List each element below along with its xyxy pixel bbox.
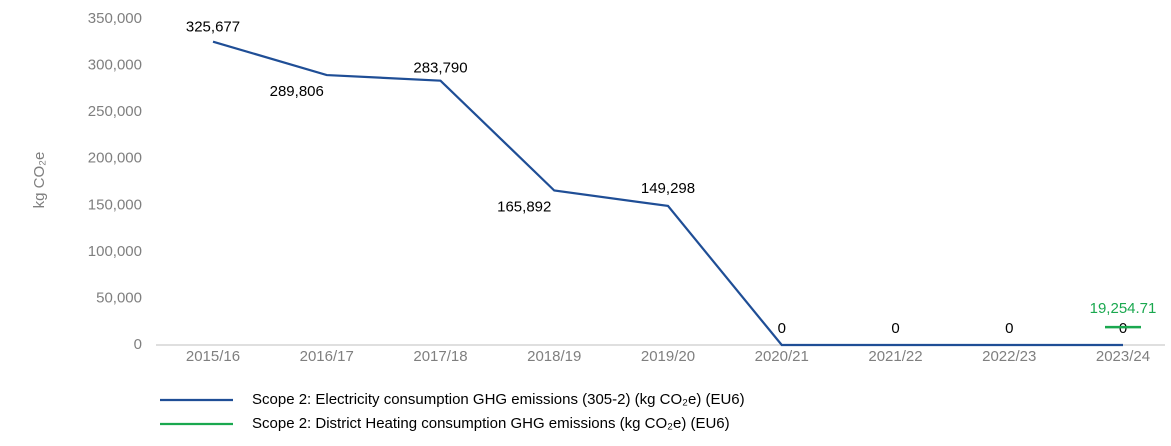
data-label: 0 xyxy=(891,320,899,337)
y-tick-label: 300,000 xyxy=(88,57,142,74)
y-tick-label: 100,000 xyxy=(88,243,142,260)
data-label: 289,806 xyxy=(270,83,324,100)
y-tick-label: 250,000 xyxy=(88,103,142,120)
y-axis-label: kg CO₂e xyxy=(31,152,48,209)
data-label: 149,298 xyxy=(641,180,695,197)
x-tick-label: 2017/18 xyxy=(413,348,467,365)
legend-label: Scope 2: Electricity consumption GHG emi… xyxy=(252,391,745,408)
x-tick-label: 2015/16 xyxy=(186,348,240,365)
data-label: 0 xyxy=(1005,320,1013,337)
series-line xyxy=(212,40,1123,347)
data-label: 283,790 xyxy=(413,60,467,77)
x-tick-label: 2018/19 xyxy=(527,348,581,365)
x-tick-label: 2023/24 xyxy=(1096,348,1150,365)
data-label: 0 xyxy=(778,320,786,337)
x-tick-label: 2019/20 xyxy=(641,348,695,365)
data-label: 0 xyxy=(1119,320,1127,337)
y-tick-label: 200,000 xyxy=(88,150,142,167)
x-tick-label: 2016/17 xyxy=(300,348,354,365)
data-label: 165,892 xyxy=(497,198,551,215)
x-tick-label: 2022/23 xyxy=(982,348,1036,365)
y-tick-label: 150,000 xyxy=(88,196,142,213)
data-label: 325,677 xyxy=(186,19,240,36)
y-tick-label: 0 xyxy=(134,336,142,353)
x-tick-label: 2021/22 xyxy=(868,348,922,365)
y-tick-label: 50,000 xyxy=(96,289,142,306)
y-tick-label: 350,000 xyxy=(88,10,142,27)
data-label: 19,254.71 xyxy=(1090,300,1157,317)
x-tick-label: 2020/21 xyxy=(755,348,809,365)
legend-label: Scope 2: District Heating consumption GH… xyxy=(252,415,730,432)
